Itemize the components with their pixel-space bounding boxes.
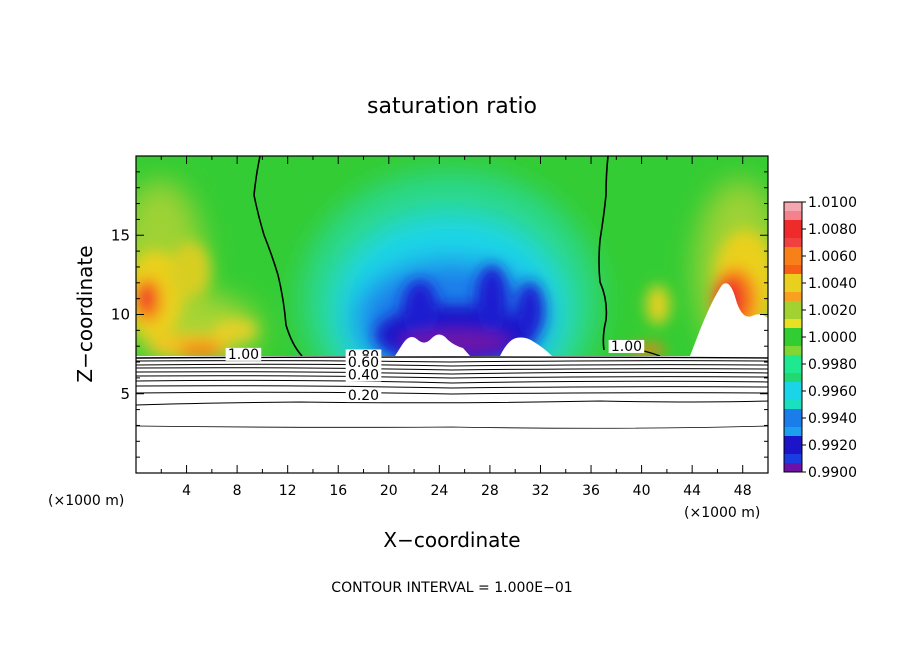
- colorbar-band: [784, 301, 802, 311]
- contour-label-bg: [608, 339, 645, 353]
- y-tick-label: 10: [111, 306, 130, 324]
- colorbar: 1.0100 1.0080 1.0060 1.0040 1.0020 1.0000 0.99…: [783, 195, 857, 481]
- colorbar-label: 0.9960: [808, 384, 857, 400]
- x-tick-label: 4: [182, 483, 191, 499]
- x-tick-label: 28: [481, 483, 499, 499]
- colorbar-label: 0.9980: [808, 357, 857, 373]
- colorbar-label: 1.0100: [808, 195, 857, 211]
- y-axis-label: Z−coordinate: [73, 245, 97, 382]
- x-unit-left: (×1000 m): [48, 493, 124, 509]
- x-tick-label: 36: [582, 483, 600, 499]
- colorbar-label: 1.0020: [808, 303, 857, 319]
- chart-title: saturation ratio: [367, 94, 537, 119]
- colorbar-band: [784, 319, 802, 329]
- contour-label: 0.20: [348, 388, 379, 404]
- colorbar-band: [784, 328, 802, 338]
- y-tick-label: 5: [120, 385, 130, 403]
- contour-label-bg: [345, 355, 382, 369]
- colorbar-label: 1.0000: [808, 330, 857, 346]
- colorbar-band: [784, 382, 802, 392]
- contour-line-1.00-left: [253, 156, 303, 356]
- x-tick-label: 32: [532, 483, 550, 499]
- colorbar-band: [784, 436, 802, 446]
- contour-label-bg: [345, 368, 382, 382]
- contour-label: 0.40: [348, 367, 379, 383]
- colorbar-band: [784, 364, 802, 374]
- colorbar-label: 0.9920: [808, 438, 857, 454]
- x-unit-right: (×1000 m): [684, 505, 760, 521]
- colorbar-band: [784, 292, 802, 302]
- colorbar-band: [784, 310, 802, 320]
- x-axis-ticks: 4 8 12 16 20 24 28 32 36 40 44 48: [160, 156, 752, 499]
- x-tick-label: 20: [380, 483, 398, 499]
- x-tick-label: 48: [734, 483, 752, 499]
- colorbar-band: [784, 346, 802, 356]
- colorbar-band: [784, 337, 802, 347]
- colorbar-band: [784, 355, 802, 365]
- x-tick-label: 8: [233, 483, 242, 499]
- colorbar-band: [784, 409, 802, 419]
- colorbar-band: [784, 418, 802, 428]
- colorbar-band: [784, 220, 802, 230]
- colorbar-band: [784, 202, 802, 212]
- contour-line-1.00-right: [598, 156, 609, 351]
- colorbar-band: [784, 283, 802, 293]
- colorbar-band: [784, 238, 802, 248]
- contour-labels: 1.001.000.800.600.400.20: [225, 339, 645, 404]
- contour-interval-note: CONTOUR INTERVAL = 1.000E−01: [331, 580, 572, 596]
- contour-label: 1.00: [611, 339, 642, 355]
- contour-label-bg: [345, 389, 382, 403]
- colorbar-band: [784, 454, 802, 464]
- x-axis-label: X−coordinate: [383, 528, 520, 552]
- colorbar-band: [784, 373, 802, 383]
- colorbar-band: [784, 211, 802, 221]
- contour-label-bg: [225, 347, 262, 361]
- colorbar-band: [784, 256, 802, 266]
- colorbar-band: [784, 229, 802, 239]
- colorbar-label: 1.0060: [808, 249, 857, 265]
- y-axis-ticks: 5 10 15: [111, 171, 768, 458]
- colorbar-band: [784, 400, 802, 410]
- x-tick-label: 24: [430, 483, 448, 499]
- colorbar-band: [784, 265, 802, 275]
- colorbar-band: [784, 274, 802, 284]
- heatmap-field: [136, 156, 768, 356]
- x-tick-label: 44: [683, 483, 701, 499]
- colorbar-label: 0.9900: [808, 465, 857, 481]
- colorbar-band: [784, 391, 802, 401]
- colorbar-label: 1.0040: [808, 276, 857, 292]
- x-tick-label: 12: [279, 483, 297, 499]
- colorbar-band: [784, 463, 802, 473]
- contour-label: 1.00: [228, 347, 259, 363]
- colorbar-label: 0.9940: [808, 411, 857, 427]
- colorbar-band: [784, 427, 802, 437]
- y-tick-label: 15: [111, 226, 130, 244]
- x-tick-label: 16: [329, 483, 347, 499]
- colorbar-band: [784, 445, 802, 455]
- contour-label: 0.60: [348, 355, 379, 371]
- colorbar-label: 1.0080: [808, 222, 857, 238]
- x-tick-label: 40: [633, 483, 651, 499]
- colorbar-band: [784, 247, 802, 257]
- contour-lines-lower: [135, 356, 769, 429]
